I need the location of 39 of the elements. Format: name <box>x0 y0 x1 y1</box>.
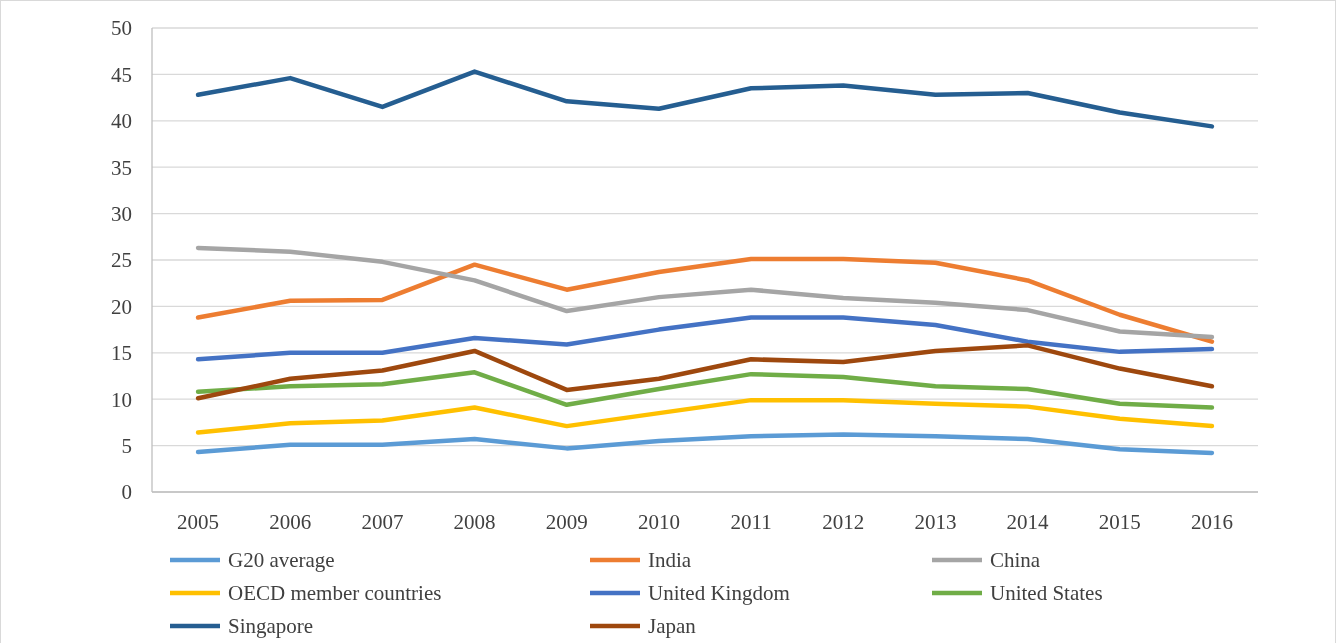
legend-label: India <box>648 548 692 573</box>
y-tick-label: 20 <box>111 294 132 319</box>
line-series <box>195 315 1215 362</box>
x-tick-label: 2008 <box>453 510 496 534</box>
legend-label: G20 average <box>228 548 335 573</box>
line-series <box>195 245 1215 340</box>
x-tick-label: 2014 <box>1006 510 1050 534</box>
x-tick-label: 2006 <box>269 510 312 534</box>
y-tick-label: 45 <box>111 62 132 87</box>
legend-label: Japan <box>648 614 697 639</box>
y-tick-label: 35 <box>111 155 132 180</box>
y-tick-label: 25 <box>111 248 132 273</box>
y-tick-label: 50 <box>111 16 132 41</box>
line-series <box>195 256 1215 344</box>
line-series <box>195 69 1215 129</box>
y-tick-label: 40 <box>111 109 132 134</box>
x-tick-label: 2005 <box>177 510 220 534</box>
y-tick-label: 15 <box>111 341 132 366</box>
line-series <box>195 432 1215 456</box>
x-tick-label: 2016 <box>1190 510 1233 534</box>
x-tick-label: 2007 <box>361 510 404 534</box>
legend-label: OECD member countries <box>228 581 442 606</box>
y-tick-label: 30 <box>111 201 132 226</box>
line-series <box>195 397 1215 435</box>
x-tick-label: 2012 <box>822 510 865 534</box>
y-tick-label: 0 <box>121 480 132 505</box>
legend-label: Singapore <box>228 614 314 639</box>
y-tick-label: 10 <box>111 387 132 412</box>
x-tick-label: 2015 <box>1098 510 1141 534</box>
x-tick-label: 2013 <box>914 510 957 534</box>
x-tick-label: 2009 <box>545 510 588 534</box>
legend-label: United States <box>990 581 1103 606</box>
x-tick-label: 2011 <box>730 510 772 534</box>
line-series <box>195 343 1215 401</box>
legend-label: United Kingdom <box>648 581 790 606</box>
x-tick-label: 2010 <box>637 510 680 534</box>
line-series <box>195 370 1215 410</box>
legend-label: China <box>990 548 1041 573</box>
y-tick-label: 5 <box>121 433 132 458</box>
